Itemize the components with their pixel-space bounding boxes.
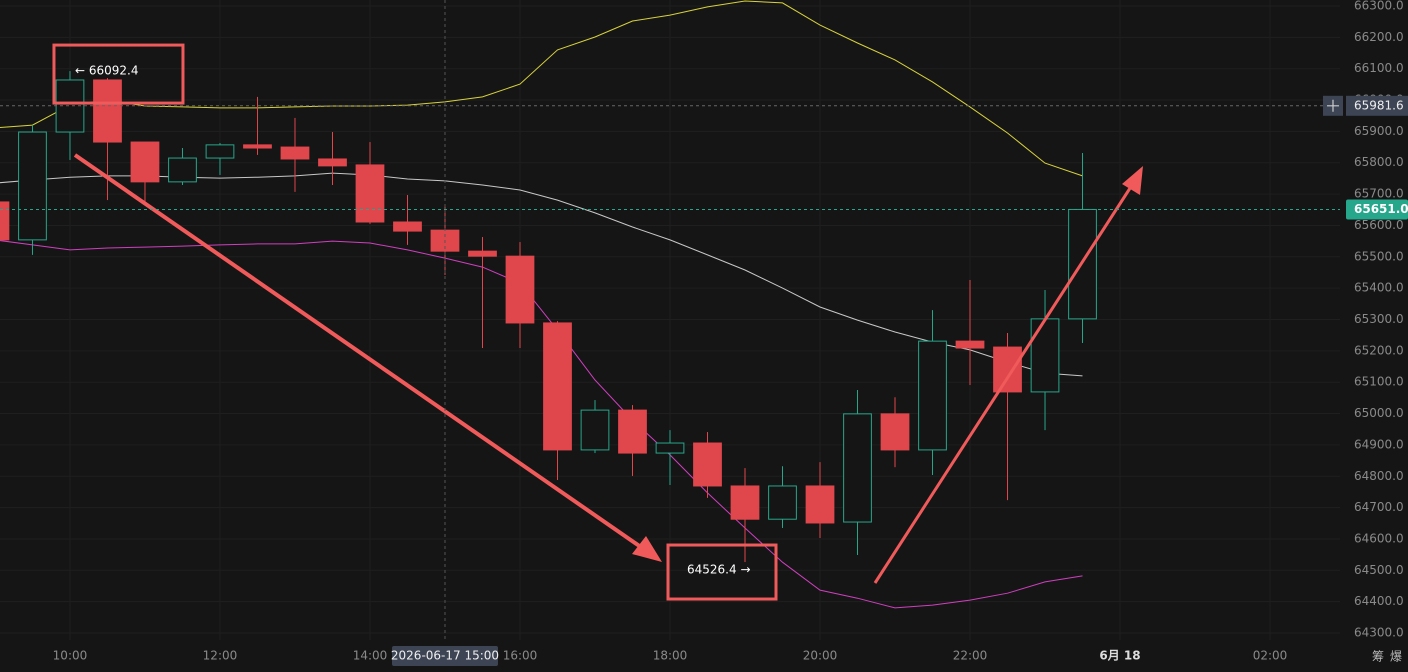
x-tick-label: 10:00 — [53, 649, 88, 663]
toolbar-icon[interactable]: 爆 — [1390, 650, 1402, 664]
y-tick-label: 64800.0 — [1354, 469, 1404, 483]
down-arrow — [73, 153, 650, 554]
toolbar-icon[interactable]: 筹 — [1372, 650, 1384, 664]
candle-body — [318, 158, 347, 167]
annotation-label: ← 66092.4 — [75, 64, 138, 78]
y-tick-label: 64600.0 — [1354, 531, 1404, 545]
x-tick-label: 18:00 — [653, 649, 688, 663]
candle-body — [918, 340, 947, 451]
arrows — [73, 153, 1143, 584]
candle-body — [955, 340, 985, 349]
candle-body — [843, 413, 872, 523]
x-tick-label: 14:00 — [353, 649, 388, 663]
y-tick-label: 64500.0 — [1354, 563, 1404, 577]
y-tick-label: 64700.0 — [1354, 500, 1404, 514]
candle-body — [993, 346, 1022, 393]
candle-body — [655, 442, 685, 454]
annotation-box — [666, 543, 778, 601]
y-tick-label: 65000.0 — [1354, 406, 1404, 420]
y-tick-label: 65500.0 — [1354, 249, 1404, 263]
x-tick-label: 22:00 — [953, 649, 988, 663]
y-tick-label: 65200.0 — [1354, 343, 1404, 357]
candle-body — [768, 485, 797, 520]
candle-body — [543, 322, 572, 451]
candle-body — [393, 221, 422, 232]
x-tick-label: 20:00 — [803, 649, 838, 663]
x-tick-label: 12:00 — [203, 649, 238, 663]
candle-body — [280, 146, 310, 160]
crosshair-x-box — [391, 646, 498, 666]
candle-body — [355, 164, 385, 223]
candle-body — [168, 157, 197, 183]
crosshair-plus — [1327, 99, 1339, 112]
x-tick-label: 16:00 — [503, 649, 538, 663]
y-tick-label: 65800.0 — [1354, 155, 1404, 169]
candle-body — [468, 250, 497, 257]
candle-body — [1030, 318, 1060, 393]
band-line — [0, 0, 1083, 177]
candle-body — [730, 485, 760, 520]
y-tick-label: 64400.0 — [1354, 594, 1404, 608]
annotation-box — [52, 43, 185, 105]
candle-body — [693, 442, 722, 487]
up-arrow-head — [1122, 166, 1143, 195]
plot-area — [0, 0, 1097, 609]
candle-body — [580, 409, 610, 451]
y-tick-label: 66300.0 — [1354, 0, 1404, 12]
y-tick-label: 65600.0 — [1354, 218, 1404, 232]
y-tick-label: 66200.0 — [1354, 30, 1404, 44]
candle-body — [880, 413, 910, 451]
last-price-label: 65651.0 — [1354, 202, 1408, 216]
band-line — [0, 240, 1083, 609]
candle-body — [18, 131, 47, 241]
annotation-label: 64526.4 → — [687, 563, 751, 577]
crosshair-x-label: 2026-06-17 15:00 — [391, 649, 499, 663]
candle-body — [805, 485, 835, 524]
y-tick-label: 64900.0 — [1354, 437, 1404, 451]
x-tick-label: 6月 18 — [1099, 649, 1140, 663]
candle-body — [205, 144, 235, 159]
candle-body — [243, 144, 272, 149]
up-arrow — [873, 181, 1136, 584]
x-tick-label: 02:00 — [1253, 649, 1288, 663]
y-tick-label: 65300.0 — [1354, 312, 1404, 326]
candle-body — [505, 255, 535, 324]
last-price-box — [1346, 199, 1408, 220]
candle-body — [130, 141, 160, 183]
y-tick-label: 66100.0 — [1354, 61, 1404, 75]
candle-body — [0, 201, 10, 241]
candle-body — [618, 409, 647, 454]
y-tick-label: 65400.0 — [1354, 281, 1404, 295]
candle-body — [93, 79, 122, 143]
y-tick-label: 65100.0 — [1354, 375, 1404, 389]
y-tick-label: 64300.0 — [1354, 626, 1404, 640]
y-tick-label: 65900.0 — [1354, 124, 1404, 138]
down-arrow-head — [632, 536, 662, 562]
crosshair-y-box — [1346, 95, 1408, 116]
crosshair-y-label: 65981.6 — [1354, 98, 1404, 112]
y-tick-label: 65700.0 — [1354, 187, 1404, 201]
